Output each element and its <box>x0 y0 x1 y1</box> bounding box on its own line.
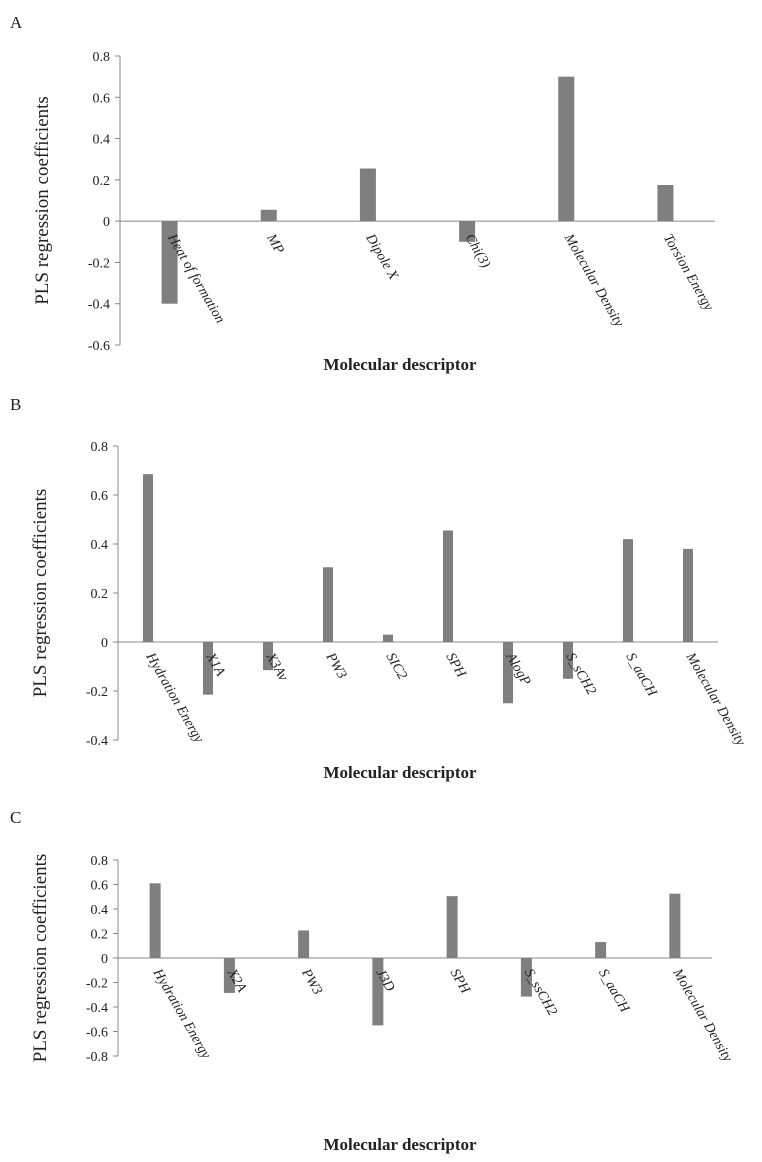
chart-panel-c: C 0.8 0.6 0.4 0.2 0 -0.2 -0.4 -0.6 -0.8 Hydration … <box>10 808 735 1154</box>
bar <box>459 221 476 242</box>
category-label: Hydration Energy <box>149 966 213 1062</box>
y-tick-label: -0.4 <box>86 1001 108 1016</box>
y-tick-label: -0.6 <box>86 1026 108 1041</box>
category-label: Molecular Density <box>669 966 735 1066</box>
bar <box>359 168 376 222</box>
category-label: PW3 <box>322 650 349 682</box>
bar <box>443 530 453 642</box>
y-tick-label: -0.6 <box>88 339 110 354</box>
y-tick-label: -0.4 <box>86 734 108 749</box>
y-tick-label: -0.2 <box>86 977 108 992</box>
bar <box>383 634 393 642</box>
y-tick-label: -0.2 <box>88 256 110 271</box>
y-axis-title: PLS regression coefficients <box>32 96 53 305</box>
bar <box>260 209 277 222</box>
y-axis-title: PLS regression coefficients <box>30 854 51 1063</box>
bar <box>323 567 333 642</box>
y-tick-label: 0.8 <box>91 854 109 869</box>
y-tick-label: 0 <box>101 636 108 651</box>
bar <box>683 548 693 642</box>
y-tick-label: -0.2 <box>86 685 108 700</box>
category-label: Molecular Density <box>560 231 626 331</box>
y-tick-label: 0.4 <box>93 133 111 148</box>
y-tick-label: 0.4 <box>91 903 109 918</box>
category-label: Hydration Energy <box>142 650 206 746</box>
bar <box>669 893 681 958</box>
chart-panel-b: B0.80.60.40.20-0.2-0.4 Hydration EnergyX1… <box>10 395 748 782</box>
x-axis-title: Molecular descriptor <box>323 355 477 374</box>
x-axis-title: Molecular descriptor <box>323 1135 477 1154</box>
y-tick-label: 0.8 <box>91 440 109 455</box>
bar <box>298 930 310 958</box>
y-tick-label: 0.4 <box>91 538 109 553</box>
bar <box>595 942 607 958</box>
bar <box>520 958 532 997</box>
category-label: MP <box>263 231 287 257</box>
panel-label: B <box>10 395 21 414</box>
panel-label: C <box>10 808 21 827</box>
panel-label: A <box>10 13 23 32</box>
bar <box>623 539 633 642</box>
y-tick-label: 0.2 <box>91 587 109 602</box>
bar <box>657 185 674 222</box>
bar <box>203 642 213 695</box>
category-label: Dipole X <box>362 231 401 283</box>
bar <box>223 958 235 993</box>
category-label: PW3 <box>298 966 325 998</box>
y-tick-label: 0.2 <box>93 174 111 189</box>
category-label: Chi(3) <box>462 232 493 271</box>
bar <box>143 474 153 642</box>
category-label: S_aaCH <box>623 651 660 700</box>
y-tick-label: 0 <box>103 215 110 230</box>
x-axis-title: Molecular descriptor <box>323 763 477 782</box>
y-tick-label: 0 <box>101 952 108 967</box>
category-label: SPH <box>443 651 469 681</box>
category-label: Molecular Density <box>682 650 748 750</box>
bar <box>563 642 573 679</box>
y-tick-label: -0.8 <box>86 1050 108 1065</box>
y-tick-label: 0.6 <box>91 489 109 504</box>
bar <box>149 883 161 958</box>
y-tick-label: 0.6 <box>91 879 109 894</box>
y-tick-label: 0.2 <box>91 928 109 943</box>
y-axis-title: PLS regression coefficients <box>30 489 51 698</box>
category-label: Torsion Energy <box>660 232 716 314</box>
bar <box>503 642 513 704</box>
y-tick-label: 0.8 <box>93 50 111 65</box>
bar <box>446 896 458 958</box>
bar <box>558 76 575 222</box>
category-label: SPH <box>447 967 473 997</box>
y-tick-label: -0.4 <box>88 298 110 313</box>
bar <box>372 958 384 1026</box>
y-tick-label: 0.6 <box>93 91 111 106</box>
category-label: S_aaCH <box>595 967 632 1016</box>
bar <box>263 642 273 671</box>
bar <box>161 221 178 304</box>
category-label: SIC2 <box>383 651 410 683</box>
